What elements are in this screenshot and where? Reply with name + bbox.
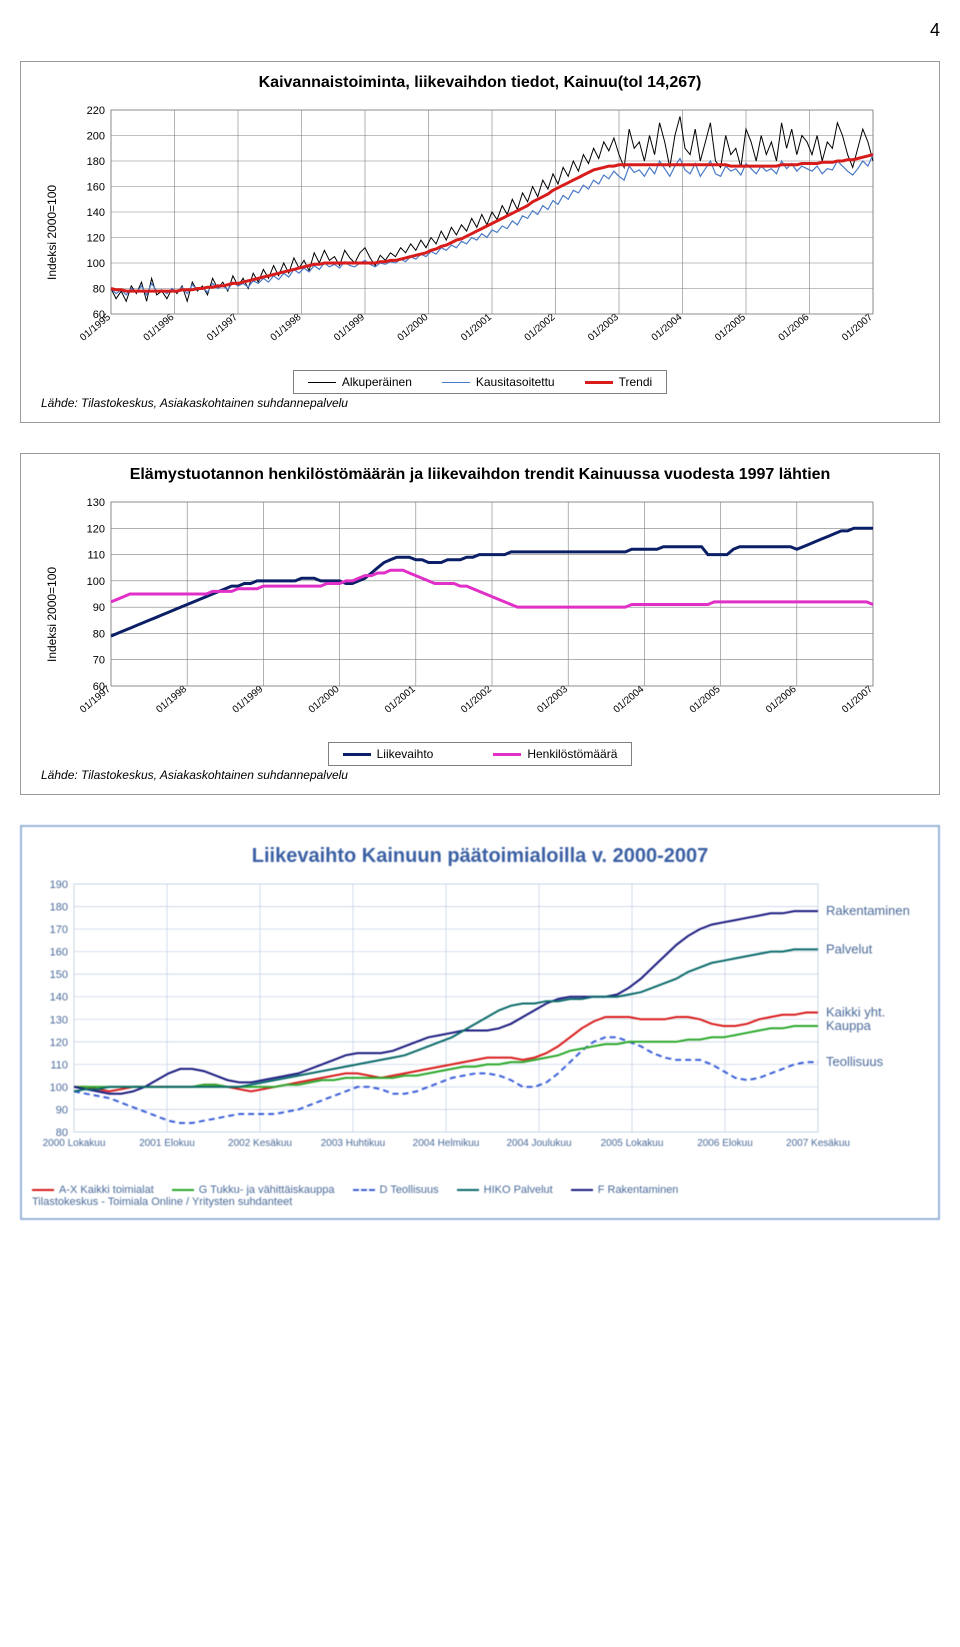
chart3-legend-rakentaminen: F Rakentaminen — [571, 1184, 679, 1196]
svg-text:01/2004: 01/2004 — [612, 684, 647, 716]
svg-text:90: 90 — [93, 602, 105, 614]
svg-text:2002 Kesäkuu: 2002 Kesäkuu — [228, 1138, 292, 1149]
legend-label: Trendi — [619, 375, 653, 389]
svg-text:120: 120 — [87, 523, 105, 535]
chart2-legend-liikevaihto: Liikevaihto — [343, 747, 434, 761]
svg-text:2004 Joulukuu: 2004 Joulukuu — [506, 1138, 571, 1149]
chart3-legend-kauppa: G Tukku- ja vähittäiskauppa — [172, 1184, 335, 1196]
svg-text:01/2004: 01/2004 — [650, 312, 685, 344]
svg-text:2005 Lokakuu: 2005 Lokakuu — [601, 1138, 664, 1149]
svg-text:2004 Helmikuu: 2004 Helmikuu — [413, 1138, 480, 1149]
legend-label: Henkilöstömäärä — [527, 747, 617, 761]
chart3-svg: 80901001101201301401501601701801902000 L… — [32, 878, 928, 1178]
svg-text:Palvelut: Palvelut — [826, 941, 873, 956]
svg-text:01/2000: 01/2000 — [396, 312, 431, 344]
chart2-title: Elämystuotannon henkilöstömäärän ja liik… — [41, 466, 919, 484]
svg-text:170: 170 — [50, 924, 68, 936]
svg-text:110: 110 — [50, 1059, 68, 1071]
chart2-source: Lähde: Tilastokeskus, Asiakaskohtainen s… — [41, 768, 919, 782]
legend-label: Kausitasoitettu — [476, 375, 555, 389]
svg-text:140: 140 — [50, 992, 68, 1004]
svg-text:01/1996: 01/1996 — [142, 312, 177, 344]
svg-text:2006 Elokuu: 2006 Elokuu — [697, 1138, 753, 1149]
svg-text:80: 80 — [93, 284, 105, 296]
chart3-footer-source: Tilastokeskus - Toimiala Online / Yritys… — [32, 1196, 292, 1208]
chart1-legend-alkuperainen: Alkuperäinen — [308, 375, 412, 389]
svg-text:100: 100 — [50, 1082, 68, 1094]
svg-text:130: 130 — [87, 497, 105, 509]
chart3-legend: A-X Kaikki toimialat G Tukku- ja vähittä… — [32, 1184, 678, 1196]
svg-text:130: 130 — [50, 1014, 68, 1026]
chart3-legend-kaikki: A-X Kaikki toimialat — [32, 1184, 154, 1196]
svg-text:01/2003: 01/2003 — [586, 312, 621, 344]
svg-text:2000 Lokakuu: 2000 Lokakuu — [43, 1138, 106, 1149]
svg-text:01/2007: 01/2007 — [840, 684, 875, 716]
svg-text:01/2002: 01/2002 — [459, 684, 494, 716]
svg-text:220: 220 — [87, 105, 105, 117]
svg-text:01/1999: 01/1999 — [332, 312, 367, 344]
svg-text:2003 Huhtikuu: 2003 Huhtikuu — [321, 1138, 386, 1149]
svg-text:01/2006: 01/2006 — [777, 312, 812, 344]
page-number: 4 — [20, 20, 940, 41]
svg-text:01/2000: 01/2000 — [307, 684, 342, 716]
svg-text:2001 Elokuu: 2001 Elokuu — [139, 1138, 195, 1149]
chart2-box: Elämystuotannon henkilöstömäärän ja liik… — [20, 453, 940, 795]
svg-text:120: 120 — [87, 233, 105, 245]
svg-text:01/1998: 01/1998 — [154, 684, 189, 716]
svg-text:80: 80 — [93, 628, 105, 640]
svg-text:120: 120 — [50, 1037, 68, 1049]
svg-text:100: 100 — [87, 576, 105, 588]
svg-text:01/2006: 01/2006 — [764, 684, 799, 716]
legend-label: Alkuperäinen — [342, 375, 412, 389]
chart3-legend-palvelut: HIKO Palvelut — [457, 1184, 553, 1196]
svg-text:140: 140 — [87, 207, 105, 219]
legend-label: Liikevaihto — [377, 747, 434, 761]
svg-text:2007 Kesäkuu: 2007 Kesäkuu — [786, 1138, 850, 1149]
svg-text:Rakentaminen: Rakentaminen — [826, 903, 910, 918]
chart2-ylabel: Indeksi 2000=100 — [41, 494, 63, 734]
chart1-svg: 608010012014016018020022001/199501/19960… — [63, 102, 883, 362]
svg-text:100: 100 — [87, 258, 105, 270]
chart1-box: Kaivannaistoiminta, liikevaihdon tiedot,… — [20, 61, 940, 423]
svg-text:01/1998: 01/1998 — [269, 312, 304, 344]
svg-text:01/2005: 01/2005 — [713, 312, 748, 344]
svg-text:110: 110 — [87, 550, 105, 562]
chart1-legend-kausitasoitettu: Kausitasoitettu — [442, 375, 555, 389]
svg-text:01/1999: 01/1999 — [231, 684, 266, 716]
svg-text:01/1997: 01/1997 — [205, 312, 240, 344]
svg-text:90: 90 — [56, 1104, 68, 1116]
svg-text:Kauppa: Kauppa — [826, 1018, 872, 1033]
chart3-legend-teollisuus: D Teollisuus — [353, 1184, 439, 1196]
chart1-legend-trendi: Trendi — [585, 375, 653, 389]
chart2-svg: 6070809010011012013001/199701/199801/199… — [63, 494, 883, 734]
svg-text:01/2007: 01/2007 — [840, 312, 875, 344]
svg-text:01/2001: 01/2001 — [459, 312, 494, 344]
svg-text:180: 180 — [87, 156, 105, 168]
svg-text:160: 160 — [87, 182, 105, 194]
svg-text:Teollisuus: Teollisuus — [826, 1054, 884, 1069]
svg-text:200: 200 — [87, 131, 105, 143]
svg-text:190: 190 — [50, 879, 68, 891]
chart1-ylabel: Indeksi 2000=100 — [41, 102, 63, 362]
svg-text:01/2001: 01/2001 — [383, 684, 418, 716]
chart3-box: Liikevaihto Kainuun päätoimialoilla v. 2… — [20, 825, 940, 1220]
chart1-title: Kaivannaistoiminta, liikevaihdon tiedot,… — [41, 74, 919, 92]
chart3-title: Liikevaihto Kainuun päätoimialoilla v. 2… — [32, 845, 928, 868]
chart1-source: Lähde: Tilastokeskus, Asiakaskohtainen s… — [41, 396, 919, 410]
svg-text:180: 180 — [50, 902, 68, 914]
chart2-legend-henkilostomaara: Henkilöstömäärä — [493, 747, 617, 761]
svg-text:01/2002: 01/2002 — [523, 312, 558, 344]
svg-text:160: 160 — [50, 947, 68, 959]
svg-text:01/2003: 01/2003 — [535, 684, 570, 716]
svg-text:01/2005: 01/2005 — [688, 684, 723, 716]
svg-text:150: 150 — [50, 969, 68, 981]
svg-text:70: 70 — [93, 655, 105, 667]
